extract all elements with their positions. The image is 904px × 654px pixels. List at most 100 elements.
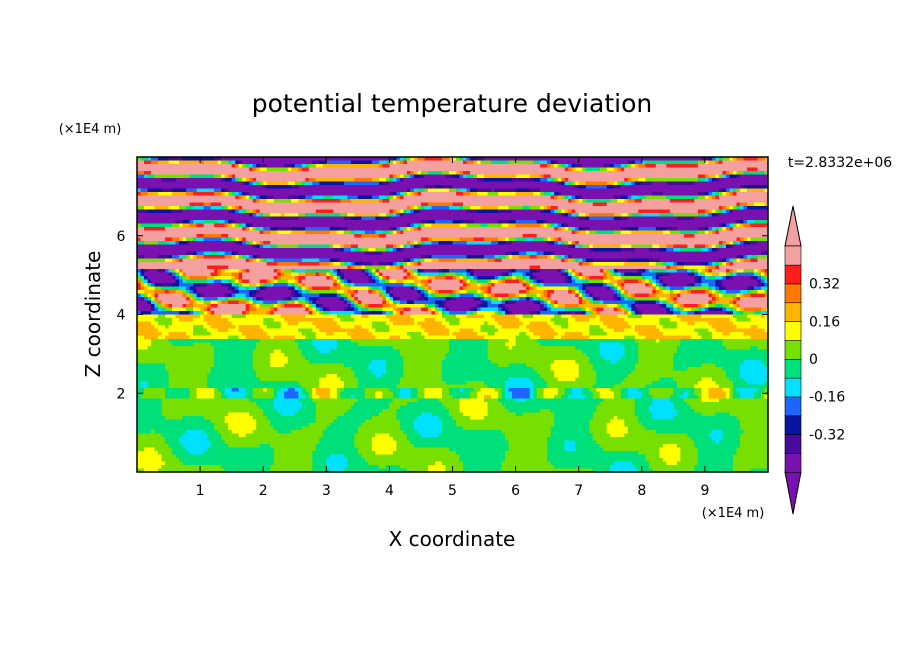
- field-cell: [245, 311, 250, 316]
- field-cell: [252, 304, 257, 309]
- field-cell: [736, 300, 768, 305]
- field-cell: [371, 321, 387, 326]
- field-cell: [235, 223, 240, 228]
- field-cell: [273, 304, 278, 309]
- field-cell: [487, 258, 496, 263]
- field-cell: [659, 328, 695, 333]
- field-cell: [343, 300, 348, 305]
- field-cell: [228, 293, 233, 298]
- field-cell: [371, 332, 408, 337]
- field-cell: [631, 160, 636, 165]
- field-cell: [256, 426, 275, 431]
- field-cell: [287, 297, 292, 302]
- field-cell: [631, 325, 636, 330]
- field-cell: [477, 188, 492, 193]
- field-cell: [634, 402, 653, 407]
- field-cell: [547, 178, 552, 183]
- field-cell: [294, 300, 299, 305]
- field-cell: [634, 405, 650, 410]
- field-cell: [575, 360, 590, 365]
- field-cell: [648, 388, 674, 393]
- field-cell: [448, 328, 461, 333]
- field-cell: [137, 237, 142, 242]
- field-cell: [547, 290, 555, 295]
- field-cell: [701, 311, 727, 316]
- field-cell: [144, 174, 149, 179]
- field-cell: [242, 269, 247, 274]
- field-cell: [676, 297, 713, 302]
- field-cell: [575, 286, 580, 291]
- field-cell: [540, 307, 545, 312]
- field-cell: [196, 395, 215, 400]
- field-cell: [427, 202, 454, 207]
- field-cell: [491, 241, 499, 246]
- field-cell: [725, 374, 741, 379]
- field-cell: [231, 164, 236, 169]
- field-cell: [420, 223, 426, 228]
- field-cell: [168, 206, 180, 211]
- field-cell: [263, 286, 268, 291]
- field-cell: [736, 237, 741, 242]
- field-cell: [438, 258, 457, 263]
- field-cell: [701, 377, 713, 382]
- field-cell: [526, 293, 538, 298]
- field-cell: [708, 230, 713, 235]
- field-cell: [137, 465, 163, 470]
- field-cell: [459, 293, 475, 298]
- field-cell: [715, 178, 720, 183]
- field-cell: [568, 258, 573, 263]
- field-cell: [329, 262, 334, 267]
- field-cell: [704, 265, 710, 270]
- field-cell: [277, 409, 299, 414]
- field-cell: [701, 279, 717, 284]
- field-cell: [638, 227, 657, 232]
- field-cell: [144, 227, 166, 232]
- field-cell: [711, 293, 717, 298]
- field-cell: [480, 223, 489, 228]
- field-cell: [648, 461, 667, 466]
- field-cell: [484, 335, 517, 340]
- field-cell: [480, 283, 489, 288]
- field-cell: [417, 391, 426, 396]
- field-cell: [606, 325, 632, 330]
- field-cell: [235, 325, 240, 330]
- field-cell: [406, 332, 422, 337]
- field-cell: [165, 388, 191, 393]
- field-cell: [385, 286, 390, 291]
- field-cell: [512, 391, 531, 396]
- field-cell: [315, 164, 324, 169]
- field-cell: [701, 363, 717, 368]
- field-cell: [378, 234, 387, 239]
- field-cell: [263, 409, 278, 414]
- field-cell: [235, 195, 240, 200]
- field-cell: [575, 258, 580, 263]
- field-cell: [151, 300, 156, 305]
- field-cell: [631, 164, 636, 169]
- field-cell: [582, 272, 604, 277]
- field-cell: [392, 244, 398, 249]
- field-cell: [399, 213, 405, 218]
- field-cell: [319, 297, 341, 302]
- field-cell: [620, 216, 629, 221]
- field-cell: [312, 307, 317, 312]
- field-cell: [505, 405, 597, 410]
- field-cell: [406, 160, 464, 165]
- field-cell: [315, 335, 352, 340]
- field-cell: [648, 283, 653, 288]
- field-cell: [420, 255, 429, 260]
- field-cell: [340, 325, 355, 330]
- field-cell: [718, 209, 724, 214]
- field-cell: [463, 412, 489, 417]
- field-cell: [221, 279, 229, 284]
- field-cell: [729, 300, 734, 305]
- field-cell: [273, 454, 313, 459]
- field-cell: [382, 216, 390, 221]
- field-cell: [575, 318, 590, 323]
- field-cell: [308, 297, 317, 302]
- field-cell: [764, 171, 768, 176]
- field-cell: [718, 398, 768, 403]
- field-cell: [277, 276, 282, 281]
- field-cell: [270, 244, 278, 249]
- field-cell: [245, 255, 250, 260]
- field-cell: [294, 293, 303, 298]
